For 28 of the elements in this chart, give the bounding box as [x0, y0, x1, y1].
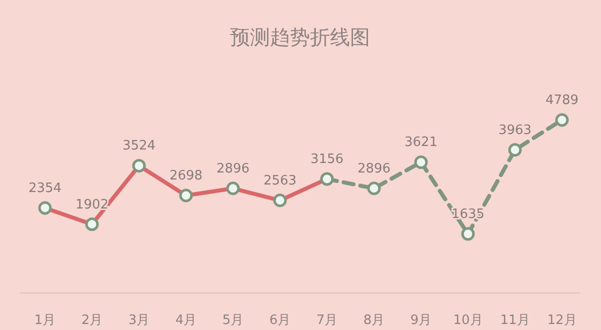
x-tick-label: 2月 [81, 313, 103, 328]
point [461, 227, 475, 241]
point [508, 143, 522, 157]
x-tick-label: 12月 [547, 313, 577, 328]
point [555, 113, 569, 127]
data-label: 2563 [263, 173, 297, 188]
point [367, 182, 381, 196]
x-tick-label: 11月 [500, 313, 530, 328]
data-label: 4789 [545, 93, 579, 108]
data-label: 2896 [216, 161, 250, 176]
x-tick-label: 3月 [128, 313, 150, 328]
data-label: 2698 [169, 168, 203, 184]
point [414, 155, 428, 169]
data-label: 3621 [404, 135, 438, 150]
data-label: 3156 [310, 152, 344, 167]
x-tick-label: 5月 [222, 313, 244, 328]
x-tick-label: 6月 [269, 313, 291, 328]
data-label: 3524 [122, 138, 156, 154]
x-tick-label: 8月 [363, 313, 385, 328]
data-label: 3963 [498, 122, 532, 138]
data-label: 2896 [357, 161, 391, 176]
x-tick-label: 10月 [453, 313, 483, 328]
x-tick-label: 1月 [34, 313, 56, 328]
data-label: 2354 [28, 180, 62, 196]
x-tick-label: 4月 [175, 313, 197, 328]
x-tick-label: 9月 [410, 313, 432, 328]
x-tick-label: 7月 [316, 313, 338, 328]
chart-title: 预测趋势折线图 [230, 25, 370, 49]
